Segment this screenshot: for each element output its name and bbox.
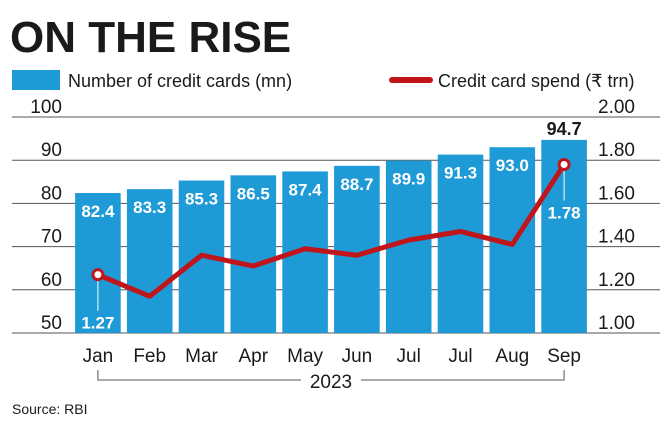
x-tick-label: Jul (448, 346, 472, 367)
bar-label: 82.4 (81, 202, 115, 221)
bar-label: 86.5 (237, 184, 270, 203)
x-tick-label: Mar (185, 346, 218, 367)
x-tick-label: Jul (397, 346, 421, 367)
bar-label: 85.3 (185, 190, 218, 209)
point-marker (557, 158, 571, 172)
y2-tick-label: 1.20 (598, 270, 635, 291)
x-tick-label: Jun (342, 346, 373, 367)
line-label: 1.78 (548, 204, 581, 223)
x-tick-label: Feb (133, 346, 166, 367)
bar-label: 89.9 (392, 170, 425, 189)
x-tick-label: Sep (547, 346, 581, 367)
x-tick-label: Aug (495, 346, 529, 367)
bar-label: 94.7 (547, 119, 582, 139)
y2-tick-label: 1.60 (598, 183, 635, 204)
group-label: 2023 (310, 372, 352, 393)
y-tick-label: 90 (41, 140, 62, 161)
x-tick-label: Jan (83, 346, 114, 367)
legend-swatch (12, 70, 60, 90)
bar-label: 93.0 (496, 156, 529, 175)
bar (230, 175, 277, 333)
y-tick-label: 60 (41, 270, 62, 291)
y-tick-label: 50 (41, 313, 62, 334)
line (96, 163, 567, 299)
bar-label: 87.4 (289, 180, 323, 199)
y2-tick-label: 1.00 (598, 313, 635, 334)
x-tick-label: Apr (239, 346, 269, 367)
line-label: 1.27 (81, 314, 114, 333)
point-marker (91, 268, 105, 282)
group-label-bg (301, 370, 361, 390)
y2-tick-label: 1.40 (598, 227, 635, 248)
y-tick-label: 100 (30, 97, 62, 118)
bar (126, 189, 173, 333)
y-tick-label: 70 (41, 227, 62, 248)
source: Source: RBI (12, 401, 87, 417)
y2-tick-label: 2.00 (598, 97, 635, 118)
bar (437, 154, 484, 333)
y-tick-label: 80 (41, 183, 62, 204)
legend-label: Number of credit cards (mn) (68, 71, 292, 91)
legend-label: Credit card spend (₹ trn) (438, 71, 635, 91)
y2-tick-label: 1.80 (598, 140, 635, 161)
x-tick-label: May (287, 346, 323, 367)
bar-label: 88.7 (340, 175, 373, 194)
chart-title: ON THE RISE (10, 13, 291, 62)
bar-label: 91.3 (444, 164, 477, 183)
bar-label: 83.3 (133, 198, 166, 217)
